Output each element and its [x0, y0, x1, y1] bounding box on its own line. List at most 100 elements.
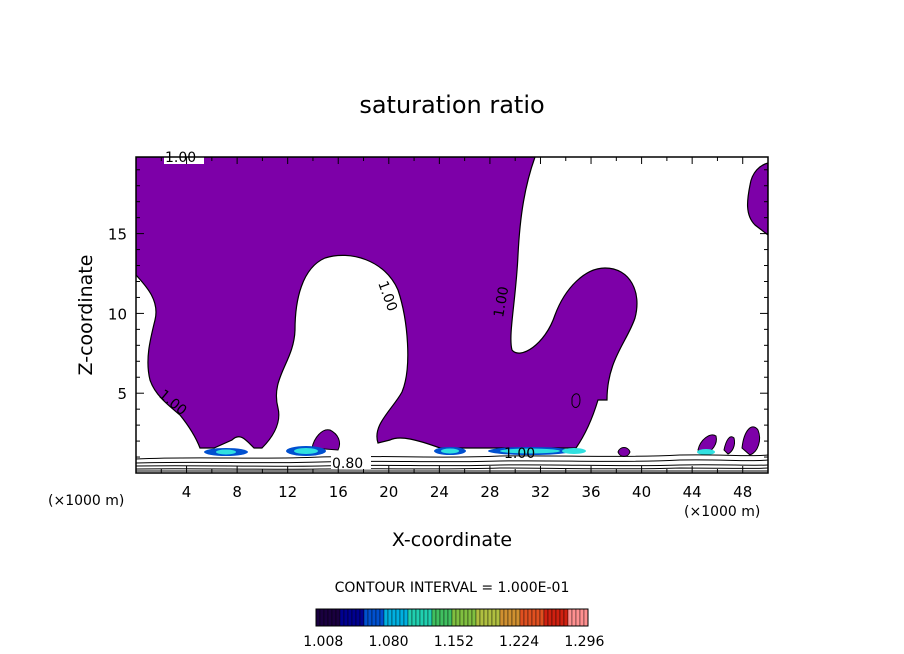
colorbar-swatch	[555, 608, 561, 627]
colorbar-swatch	[335, 608, 341, 627]
saturation-blob-6	[617, 447, 631, 457]
colorbar-swatch	[327, 608, 333, 627]
colorbar-tick-label: 1.080	[368, 634, 408, 650]
colorbar-swatch	[491, 608, 497, 627]
colorbar-swatch	[475, 608, 481, 627]
colorbar-swatch	[543, 608, 549, 627]
colorbar-swatch	[551, 608, 557, 627]
chart-title: saturation ratio	[359, 91, 544, 119]
colorbar-swatch	[351, 608, 357, 627]
colorbar-swatch	[451, 608, 457, 627]
colorbar-swatch	[535, 608, 541, 627]
colorbar-swatch	[479, 608, 485, 627]
saturation-blob-1	[311, 429, 341, 451]
colorbar-swatch	[443, 608, 449, 627]
colorbar-swatch	[403, 608, 409, 627]
colorbar-swatch	[423, 608, 429, 627]
saturation-core	[216, 449, 236, 455]
colorbar-swatch	[419, 608, 425, 627]
colorbar-swatch	[379, 608, 385, 627]
x-tick-label: 16	[329, 483, 348, 501]
ground-contours	[136, 157, 768, 472]
x-axis-ticks: 4 8 12 16 20 24 28 32 36 40 44 48	[160, 157, 752, 501]
colorbar-swatch	[427, 608, 433, 627]
colorbar-swatch	[447, 608, 453, 627]
colorbar-swatch	[415, 608, 421, 627]
colorbar-tick-label: 1.152	[434, 634, 474, 650]
colorbar-swatch	[339, 608, 345, 627]
colorbar-swatch	[435, 608, 441, 627]
colorbar-swatch	[519, 608, 525, 627]
colorbar-swatch	[319, 608, 325, 627]
y-axis-ticks: 5 10 15	[108, 169, 768, 458]
colorbar-swatch	[571, 608, 577, 627]
contour-label: 1.00	[165, 150, 196, 166]
colorbar-swatch	[511, 608, 517, 627]
colorbar-swatch	[331, 608, 337, 627]
colorbar-swatch	[367, 608, 373, 627]
colorbar-swatch	[583, 608, 589, 627]
x-axis-unit: (×1000 m)	[684, 504, 760, 520]
x-tick-label: 48	[733, 483, 752, 501]
saturation-blob-2	[571, 393, 581, 408]
colorbar-swatch	[559, 608, 565, 627]
colorbar-swatch	[343, 608, 349, 627]
colorbar-swatch	[363, 608, 369, 627]
x-tick-label: 8	[232, 483, 242, 501]
colorbar-swatch	[463, 608, 469, 627]
contour-interval-text: CONTOUR INTERVAL = 1.000E-01	[335, 580, 570, 596]
colorbar-swatch	[507, 608, 513, 627]
colorbar-swatch	[411, 608, 417, 627]
colorbar-swatch	[391, 608, 397, 627]
plot-frame	[135, 156, 769, 474]
colorbar-swatch	[399, 608, 405, 627]
colorbar-swatch	[495, 608, 501, 627]
plot-area	[136, 157, 768, 472]
colorbar-swatch	[483, 608, 489, 627]
saturation-blob-4	[723, 436, 735, 455]
colorbar-swatch	[383, 608, 389, 627]
saturation-core	[697, 449, 715, 455]
x-tick-label: 24	[430, 483, 449, 501]
x-axis-label: X-coordinate	[392, 529, 512, 551]
colorbar-swatch	[539, 608, 545, 627]
x-tick-label: 20	[379, 483, 398, 501]
colorbar-tick-labels: 1.008 1.080 1.152 1.224 1.296	[303, 634, 604, 650]
y-tick-label: 5	[117, 385, 127, 403]
colorbar-swatch	[527, 608, 533, 627]
colorbar-swatch	[439, 608, 445, 627]
colorbar-swatch	[455, 608, 461, 627]
saturation-core	[500, 448, 560, 454]
colorbar-swatch	[375, 608, 381, 627]
x-tick-label: 28	[480, 483, 499, 501]
saturation-region-main	[136, 157, 638, 449]
colorbar-swatch	[467, 608, 473, 627]
contour-label: 1.00	[504, 446, 535, 462]
colorbar-swatch	[515, 608, 521, 627]
saturation-core	[562, 448, 586, 454]
x-tick-label: 40	[632, 483, 651, 501]
y-axis-label: Z-coordinate	[75, 255, 97, 376]
colorbar-swatch	[531, 608, 537, 627]
saturation-region-right	[747, 162, 768, 236]
colorbar-swatch	[347, 608, 353, 627]
colorbar-swatch	[487, 608, 493, 627]
colorbar-swatch	[431, 608, 437, 627]
x-tick-label: 44	[683, 483, 702, 501]
colorbar-tick-label: 1.296	[564, 634, 604, 650]
x-tick-label: 36	[581, 483, 600, 501]
colorbar	[315, 608, 589, 627]
colorbar-swatch	[567, 608, 573, 627]
x-tick-label: 32	[531, 483, 550, 501]
saturation-core	[294, 448, 318, 454]
high-saturation-cores	[204, 446, 715, 456]
colorbar-swatch	[315, 608, 321, 627]
y-axis-unit: (×1000 m)	[48, 493, 124, 509]
colorbar-swatch	[387, 608, 393, 627]
colorbar-swatch	[579, 608, 585, 627]
colorbar-swatch	[371, 608, 377, 627]
colorbar-swatch	[547, 608, 553, 627]
colorbar-swatch	[499, 608, 505, 627]
y-tick-label: 15	[108, 226, 127, 244]
